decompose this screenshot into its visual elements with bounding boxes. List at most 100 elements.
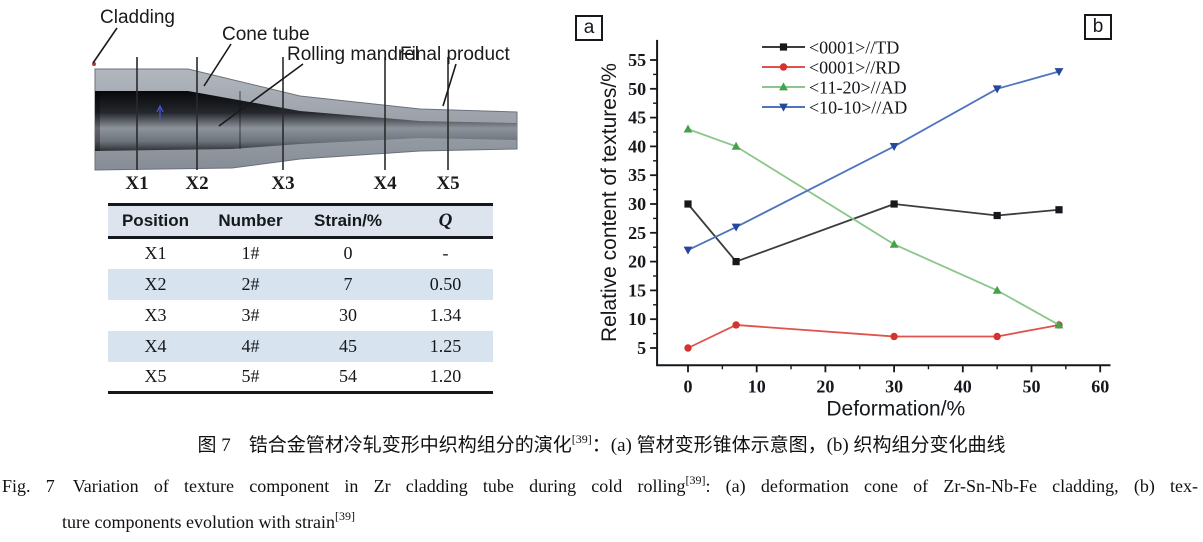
- strain-table: Position Number Strain/% Q X1 1# 0 - X2 …: [108, 203, 493, 394]
- series-line: [687, 203, 1060, 263]
- square-marker-icon: [1055, 206, 1063, 214]
- cell-q: 1.20: [429, 365, 462, 386]
- panel-b-label: b: [1084, 14, 1112, 40]
- legend: <0001>//TD<0001>//RD<11-20>//AD<10-10>//…: [762, 38, 907, 118]
- caption-english-line2: ture components evolution with strain[39…: [62, 509, 355, 533]
- col-header-strain: Strain/%: [298, 204, 398, 239]
- cell-strain: 7: [343, 273, 353, 294]
- triangle-down-marker-icon: [779, 103, 788, 112]
- caption-zh-rest: ：(a) 管材变形锥体示意图，(b) 织构组分变化曲线: [591, 435, 1006, 456]
- caption-zh-prefix: 图 7: [197, 435, 231, 456]
- x-axis-ticks: 0 10 20 30 40 50 60: [684, 365, 1109, 396]
- x-tick-label: 60: [1091, 376, 1109, 396]
- legend-label: <0001>//TD: [809, 38, 899, 58]
- cell-number: 4#: [241, 335, 260, 356]
- cell-position: X1: [144, 243, 167, 264]
- x-axis-title: Deformation/%: [826, 397, 965, 420]
- position-label-x2: X2: [185, 173, 208, 194]
- position-label-x4: X4: [373, 173, 397, 194]
- y-tick-label: 45: [628, 108, 646, 128]
- cell-strain: 30: [339, 304, 357, 325]
- citation-ref: [39]: [334, 509, 355, 523]
- legend-item: <0001>//RD: [762, 58, 900, 78]
- cell-strain: 45: [339, 335, 357, 356]
- caption-zh-main: 锆合金管材冷轧变形中织构组分的演化: [248, 435, 572, 456]
- y-tick-label: 50: [628, 79, 646, 99]
- col-header-position: Position: [108, 204, 203, 239]
- rolling-mandrel-label: Rolling mandrel: [287, 44, 419, 65]
- legend-label: <11-20>//AD: [809, 78, 907, 98]
- circle-marker-icon: [890, 332, 898, 341]
- x-tick-label: 10: [748, 376, 766, 396]
- triangle-up-marker-icon: [731, 141, 741, 150]
- position-label-x1: X1: [125, 173, 148, 194]
- caption-en-part3: ture components evolution with strain: [62, 512, 335, 532]
- cell-q: 0.50: [429, 273, 462, 294]
- series-0001-td: [684, 200, 1063, 266]
- y-tick-label: 15: [628, 280, 646, 300]
- legend-label: <10-10>//AD: [809, 98, 907, 118]
- cell-number: 1#: [241, 243, 260, 264]
- series-10-10-ad: [683, 68, 1064, 255]
- series-line: [687, 324, 1060, 349]
- cell-position: X2: [144, 273, 167, 294]
- triangle-down-marker-icon: [889, 143, 899, 151]
- x-tick-label: 0: [684, 376, 693, 396]
- y-tick-label: 40: [628, 136, 646, 156]
- citation-ref: [39]: [685, 473, 706, 487]
- cell-position: X4: [144, 335, 167, 356]
- legend-label: <0001>//RD: [809, 58, 900, 78]
- rolling-mandrel-leader: [218, 63, 304, 127]
- series-0001-rd: [684, 321, 1063, 352]
- caption-chinese: 图 7 锆合金管材冷轧变形中织构组分的演化[39]：(a) 管材变形锥体示意图，(…: [0, 430, 1203, 457]
- cell-position: X3: [144, 304, 167, 325]
- triangle-down-marker-icon: [992, 85, 1002, 94]
- square-marker-icon: [779, 43, 788, 51]
- triangle-up-marker-icon: [889, 239, 899, 248]
- triangle-up-marker-icon: [779, 82, 788, 91]
- caption-en-part1: Variation of texture component in Zr cla…: [72, 476, 686, 496]
- triangle-down-marker-icon: [1054, 68, 1064, 77]
- series-11-20-ad: [683, 124, 1064, 329]
- panel-a-label: a: [575, 15, 603, 41]
- table-row: X3 3# 30 1.34: [108, 300, 493, 331]
- circle-marker-icon: [684, 344, 692, 352]
- origin-marker: [156, 104, 164, 120]
- circle-marker-icon: [779, 63, 788, 71]
- cell-q: -: [442, 243, 449, 264]
- circle-marker-icon: [993, 332, 1001, 341]
- cone-tube-label: Cone tube: [222, 24, 310, 45]
- y-tick-label: 30: [628, 194, 646, 214]
- bore-left-shading: [95, 91, 100, 151]
- cladding-leader: [92, 27, 118, 64]
- triangle-up-marker-icon: [1054, 320, 1064, 329]
- section-lines: [136, 57, 449, 170]
- axes: [656, 39, 1111, 367]
- triangle-up-marker-icon: [683, 124, 693, 133]
- x-tick-label: 20: [816, 376, 834, 396]
- position-label-x5: X5: [436, 173, 459, 194]
- y-axis-ticks: 5 10 15 20 25 30 35 40 45 50 55: [628, 50, 658, 358]
- citation-ref: [39]: [571, 431, 592, 446]
- cell-q: 1.34: [429, 304, 462, 325]
- caption-en-part2: : (a) deformation cone of Zr-Sn-Nb-Fe cl…: [705, 476, 1198, 496]
- circle-marker-icon: [732, 321, 740, 329]
- y-tick-label: 20: [628, 252, 646, 272]
- cell-position: X5: [144, 365, 167, 386]
- position-label-x3: X3: [271, 173, 294, 194]
- square-marker-icon: [732, 258, 740, 266]
- table-row: X2 2# 7 0.50: [108, 268, 493, 300]
- legend-item: <11-20>//AD: [762, 78, 907, 98]
- cell-strain: 0: [343, 243, 353, 264]
- caption-english-line1: Fig. 7 Variation of texture component in …: [2, 473, 1198, 497]
- table-row: X1 1# 0 -: [108, 238, 493, 269]
- texture-evolution-chart: 5 10 15 20 25 30 35 40 45 50 55 0 10 20 30 40 50 60 Deform…: [600, 38, 1111, 420]
- final-product-leader: [442, 63, 457, 107]
- square-marker-icon: [890, 200, 898, 208]
- cladding-label: Cladding: [100, 7, 175, 28]
- legend-item: <10-10>//AD: [762, 98, 907, 118]
- table-header-row: Position Number Strain/% Q: [108, 204, 493, 239]
- col-header-q: Q: [398, 204, 493, 239]
- figure-number-label: Fig. 7: [2, 476, 55, 496]
